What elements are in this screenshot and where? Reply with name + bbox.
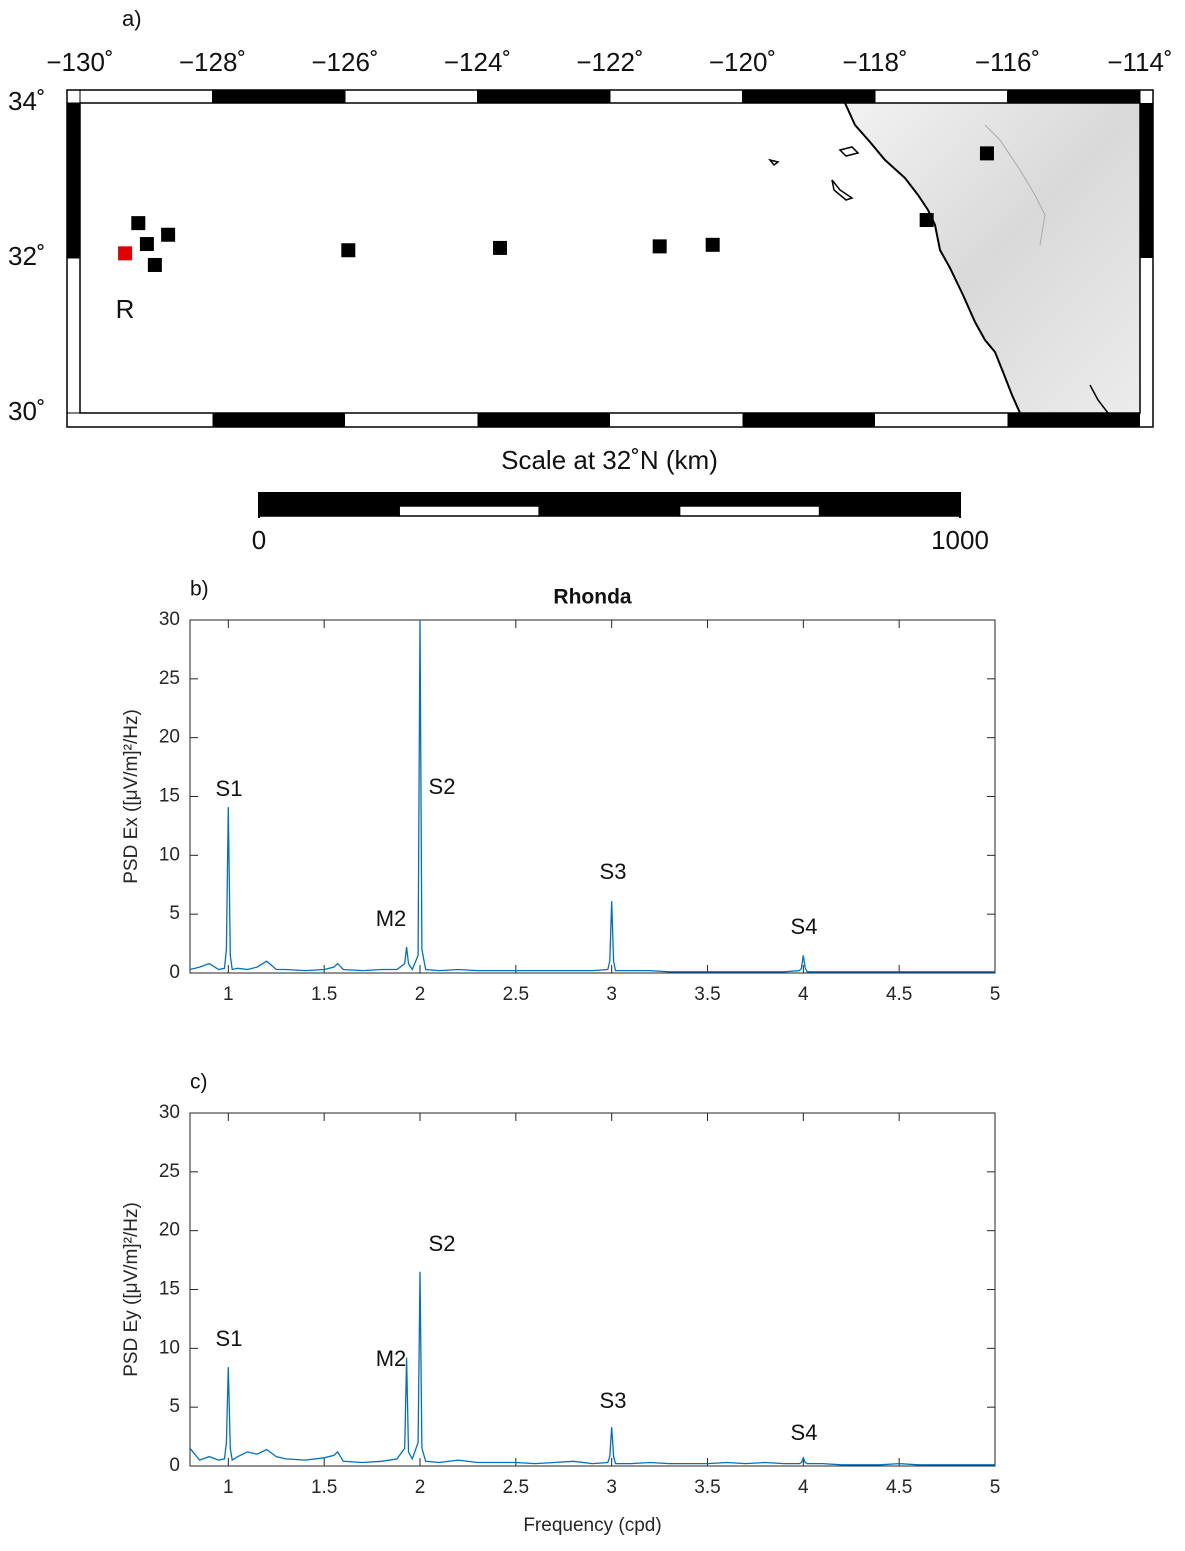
y-tick-label: 25 bbox=[159, 668, 180, 689]
y-axis-label: PSD Ex ([μV/m]²/Hz) bbox=[121, 709, 142, 884]
y-tick-label: 34˚ bbox=[8, 86, 46, 116]
frame-segment bbox=[1140, 103, 1153, 258]
x-tick-label: −116˚ bbox=[975, 47, 1040, 77]
annotation: M2 bbox=[376, 1346, 407, 1371]
x-tick-label: 1.5 bbox=[311, 1477, 337, 1498]
x-tick-label: −128˚ bbox=[179, 47, 246, 77]
station bbox=[341, 243, 355, 257]
scale-title: Scale at 32˚N (km) bbox=[501, 445, 718, 475]
panel-label: c) bbox=[190, 1071, 208, 1094]
plot-area bbox=[190, 620, 995, 973]
y-tick-label: 15 bbox=[159, 786, 180, 807]
x-tick-label: −130˚ bbox=[46, 47, 113, 77]
scale-segment bbox=[399, 506, 539, 516]
x-tick-label: 2.5 bbox=[503, 984, 529, 1005]
x-tick-label: 1 bbox=[223, 1477, 234, 1498]
station bbox=[161, 228, 175, 242]
frame-segment bbox=[213, 90, 346, 103]
x-tick-label: 1.5 bbox=[311, 984, 337, 1005]
x-tick-label: −124˚ bbox=[444, 47, 511, 77]
x-tick-label: 4.5 bbox=[886, 1477, 912, 1498]
frame-segment bbox=[1008, 413, 1141, 427]
annotation: S1 bbox=[216, 776, 243, 801]
frame-segment bbox=[478, 90, 611, 103]
x-tick-label: 4 bbox=[798, 984, 809, 1005]
x-tick-label: 3.5 bbox=[694, 984, 720, 1005]
x-tick-label: 2.5 bbox=[503, 1477, 529, 1498]
y-tick-label: 10 bbox=[159, 1337, 180, 1358]
scale-segment bbox=[680, 506, 820, 516]
y-axis-label: PSD Ey ([μV/m]²/Hz) bbox=[121, 1202, 142, 1377]
scale-tick-label: 0 bbox=[252, 525, 266, 555]
island bbox=[770, 160, 778, 165]
frame-segment bbox=[1008, 90, 1141, 103]
station bbox=[980, 146, 994, 160]
x-tick-label: 3 bbox=[606, 1477, 617, 1498]
x-tick-label: 4 bbox=[798, 1477, 809, 1498]
x-tick-label: 4.5 bbox=[886, 984, 912, 1005]
y-tick-label: 20 bbox=[159, 727, 180, 748]
y-tick-label: 5 bbox=[169, 903, 180, 924]
island bbox=[840, 147, 858, 156]
y-tick-label: 15 bbox=[159, 1279, 180, 1300]
page: {"chart_data": [ {"type": "map", "panel"… bbox=[0, 0, 1185, 1551]
station-label: R bbox=[116, 294, 135, 324]
figure: a) −130˚ −128˚ −126˚ −124˚ −122˚ −120˚ −118˚ −11… bbox=[0, 0, 1185, 1546]
chart-title: Rhonda bbox=[553, 586, 631, 609]
y-tick-label: 30 bbox=[159, 609, 180, 630]
station bbox=[140, 237, 154, 251]
x-tick-label: 5 bbox=[990, 984, 1001, 1005]
x-tick-label: −126˚ bbox=[311, 47, 378, 77]
y-tick-label: 20 bbox=[159, 1220, 180, 1241]
y-tick-label: 0 bbox=[169, 962, 180, 983]
annotation: S3 bbox=[600, 859, 627, 884]
x-tick-label: −114˚ bbox=[1107, 47, 1172, 77]
frame-segment bbox=[743, 413, 876, 427]
station bbox=[493, 241, 507, 255]
station bbox=[706, 238, 720, 252]
frame-segment bbox=[213, 413, 346, 427]
y-tick-label: 5 bbox=[169, 1396, 180, 1417]
island bbox=[832, 180, 852, 200]
annotation: M2 bbox=[376, 906, 407, 931]
station bbox=[118, 246, 132, 260]
x-tick-label: −120˚ bbox=[709, 47, 776, 77]
y-tick-label: 10 bbox=[159, 844, 180, 865]
x-tick-label: −122˚ bbox=[576, 47, 643, 77]
x-axis-label: Frequency (cpd) bbox=[523, 1515, 661, 1536]
scale-tick-label: 1000 bbox=[931, 525, 989, 555]
x-tick-label: −118˚ bbox=[842, 47, 907, 77]
station bbox=[653, 239, 667, 253]
x-tick-label: 3 bbox=[606, 984, 617, 1005]
y-tick-label: 32˚ bbox=[8, 241, 46, 271]
x-tick-label: 3.5 bbox=[694, 1477, 720, 1498]
annotation: S3 bbox=[600, 1388, 627, 1413]
y-tick-label: 30˚ bbox=[8, 396, 46, 426]
annotation: S2 bbox=[429, 774, 456, 799]
y-tick-label: 25 bbox=[159, 1161, 180, 1182]
frame-segment bbox=[478, 413, 611, 427]
scale-segment bbox=[820, 506, 960, 516]
frame-segment bbox=[67, 103, 80, 258]
scale-segment bbox=[539, 506, 679, 516]
station bbox=[148, 258, 162, 272]
x-tick-label: 1 bbox=[223, 984, 234, 1005]
annotation: S1 bbox=[216, 1326, 243, 1351]
station bbox=[920, 213, 934, 227]
y-tick-label: 30 bbox=[159, 1102, 180, 1123]
station bbox=[131, 216, 145, 230]
annotation: S4 bbox=[791, 1420, 818, 1445]
annotation: S4 bbox=[791, 914, 818, 939]
plot-area bbox=[190, 1113, 995, 1466]
x-tick-label: 2 bbox=[415, 1477, 426, 1498]
scale-segment bbox=[259, 506, 399, 516]
y-tick-label: 0 bbox=[169, 1455, 180, 1476]
scale-top bbox=[259, 492, 960, 506]
panel-label: b) bbox=[190, 578, 209, 601]
panel-label: a) bbox=[122, 6, 142, 31]
x-tick-label: 5 bbox=[990, 1477, 1001, 1498]
frame-segment bbox=[743, 90, 876, 103]
annotation: S2 bbox=[429, 1231, 456, 1256]
x-tick-label: 2 bbox=[415, 984, 426, 1005]
